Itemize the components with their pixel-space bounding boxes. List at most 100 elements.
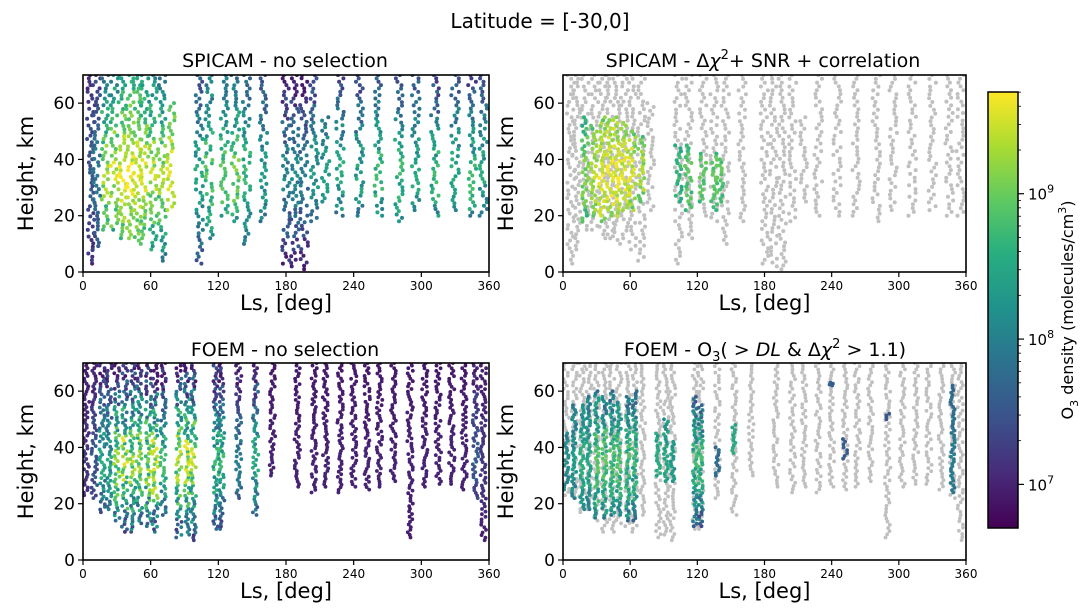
data-point bbox=[336, 183, 341, 188]
data-point bbox=[680, 234, 684, 239]
data-point bbox=[582, 181, 587, 186]
data-point bbox=[393, 442, 398, 447]
data-point bbox=[98, 93, 102, 98]
data-point bbox=[91, 170, 96, 175]
data-point bbox=[208, 236, 213, 241]
data-point bbox=[340, 190, 345, 195]
data-point bbox=[471, 119, 476, 124]
data-point bbox=[453, 120, 458, 125]
data-point bbox=[190, 397, 195, 402]
data-point bbox=[623, 92, 628, 96]
data-point bbox=[91, 431, 95, 435]
data-point bbox=[876, 84, 881, 89]
data-point bbox=[178, 368, 183, 373]
data-point bbox=[195, 251, 200, 256]
data-point bbox=[112, 405, 117, 409]
data-point bbox=[336, 197, 341, 201]
data-point bbox=[136, 86, 141, 91]
data-point bbox=[642, 118, 647, 123]
data-point bbox=[192, 413, 197, 417]
data-point bbox=[234, 371, 239, 376]
data-point bbox=[819, 114, 824, 119]
data-point bbox=[158, 100, 163, 104]
data-point bbox=[738, 138, 743, 143]
data-point bbox=[242, 221, 247, 226]
data-point bbox=[338, 180, 343, 185]
data-point bbox=[708, 184, 713, 189]
data-point bbox=[837, 209, 842, 214]
data-point bbox=[223, 93, 228, 98]
data-point bbox=[299, 116, 304, 121]
data-point bbox=[721, 188, 726, 193]
data-point bbox=[335, 106, 340, 111]
data-point bbox=[711, 184, 716, 189]
data-point bbox=[483, 183, 488, 188]
data-point bbox=[125, 185, 130, 190]
data-point bbox=[115, 180, 120, 185]
data-point bbox=[645, 101, 650, 106]
data-point bbox=[116, 100, 121, 105]
data-point bbox=[456, 106, 461, 111]
data-point bbox=[932, 165, 937, 170]
data-point bbox=[309, 219, 314, 224]
data-point bbox=[269, 387, 274, 392]
data-point bbox=[762, 207, 767, 212]
data-point bbox=[791, 200, 796, 205]
data-point bbox=[83, 413, 88, 417]
data-point bbox=[193, 379, 198, 384]
data-point bbox=[167, 121, 172, 126]
data-point bbox=[204, 83, 209, 88]
data-point bbox=[158, 86, 162, 91]
data-point bbox=[151, 368, 156, 373]
x-axis-label: Ls, [deg] bbox=[719, 291, 811, 315]
data-point bbox=[575, 239, 580, 244]
data-point bbox=[698, 107, 702, 112]
data-point bbox=[877, 211, 882, 216]
data-point bbox=[434, 369, 439, 373]
data-point bbox=[267, 463, 272, 467]
data-point bbox=[101, 194, 106, 199]
data-point bbox=[570, 261, 575, 266]
data-point bbox=[221, 389, 226, 394]
data-point bbox=[327, 159, 332, 164]
data-point bbox=[950, 190, 955, 195]
data-point bbox=[339, 170, 344, 175]
data-point bbox=[212, 444, 217, 448]
data-point bbox=[314, 202, 319, 207]
data-point bbox=[136, 191, 140, 196]
data-point bbox=[762, 161, 767, 166]
data-point bbox=[138, 214, 143, 219]
data-point bbox=[102, 366, 107, 371]
data-point bbox=[140, 490, 144, 495]
data-point bbox=[583, 167, 588, 172]
data-point bbox=[90, 83, 95, 88]
data-point bbox=[831, 137, 836, 142]
data-point bbox=[855, 111, 860, 115]
data-point bbox=[289, 116, 294, 121]
data-point bbox=[260, 79, 265, 84]
data-point bbox=[118, 168, 123, 173]
data-point bbox=[759, 123, 764, 127]
data-point bbox=[359, 186, 364, 191]
data-point bbox=[116, 446, 121, 451]
data-point bbox=[820, 118, 825, 123]
data-point bbox=[568, 146, 572, 151]
data-point bbox=[105, 170, 110, 175]
data-point bbox=[429, 183, 434, 188]
data-point bbox=[871, 111, 876, 116]
data-point bbox=[339, 83, 344, 88]
data-point bbox=[630, 164, 635, 169]
data-point bbox=[407, 533, 412, 537]
data-point bbox=[144, 90, 149, 94]
data-point bbox=[451, 177, 456, 182]
data-point bbox=[139, 511, 144, 515]
data-point bbox=[124, 475, 129, 480]
data-point bbox=[775, 130, 780, 135]
data-point bbox=[468, 197, 473, 201]
data-point bbox=[602, 216, 607, 221]
data-point bbox=[223, 190, 228, 195]
data-point bbox=[236, 462, 241, 467]
data-point bbox=[95, 173, 100, 178]
data-point bbox=[429, 190, 434, 195]
data-point bbox=[305, 79, 310, 84]
